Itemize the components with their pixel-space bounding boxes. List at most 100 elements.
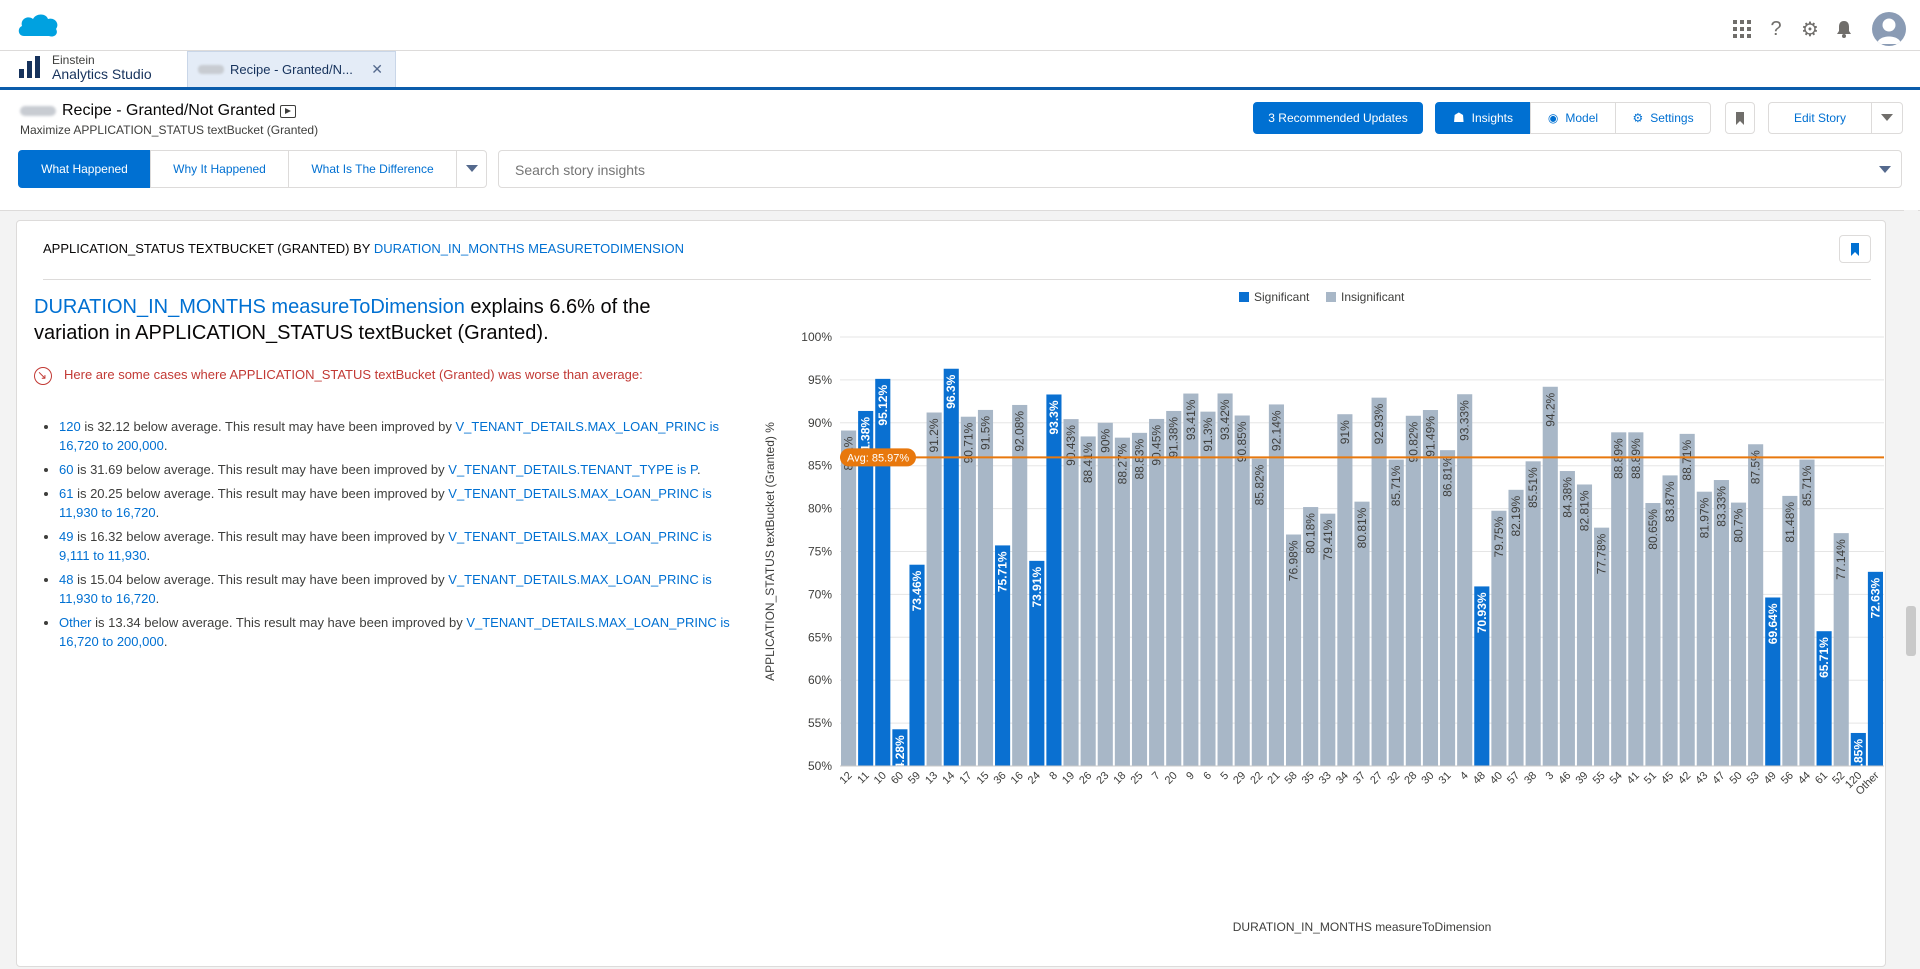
bookmark-insight-button[interactable] [1839,235,1871,263]
x-tick-label: 17 [957,770,974,787]
case-key-link[interactable]: 120 [59,419,81,434]
y-tick-label: 75% [808,545,832,559]
story-insights-search[interactable] [498,150,1902,188]
case-condition-link[interactable]: V_TENANT_DETAILS.MAX_LOAN_PRINC is 9,111… [59,529,712,563]
bar-data-label: 82.81% [1577,490,1591,531]
app-launcher-name[interactable]: Einstein Analytics Studio [18,53,152,81]
play-story-icon[interactable] [280,104,297,118]
list-item: 49 is 16.32 below average. This result m… [59,527,739,565]
chart-bar [1816,631,1832,766]
case-condition-link[interactable]: V_TENANT_DETAILS.MAX_LOAN_PRINC is 11,93… [59,572,712,606]
x-tick-label: 34 [1334,770,1351,787]
chart-bar [909,564,925,766]
chart-bar [1542,386,1558,766]
x-tick-label: 33 [1317,770,1334,787]
bar-data-label: 88.89% [1629,438,1643,479]
case-key-link[interactable]: 60 [59,462,74,477]
page-scrollbar[interactable] [1904,210,1918,969]
insight-headline: DURATION_IN_MONTHS measureToDimension ex… [34,294,714,346]
chart-bar [1012,404,1028,766]
list-item: 60 is 31.69 below average. This result m… [59,460,739,479]
salesforce-logo[interactable] [16,10,60,40]
x-tick-label: 38 [1522,770,1539,787]
case-period: . [697,462,701,477]
search-dropdown-icon[interactable] [1879,166,1891,173]
insights-button[interactable]: ☗ Insights [1435,102,1531,134]
tab-what-happened[interactable]: What Happened [18,150,151,188]
case-condition-link[interactable]: V_TENANT_DETAILS.MAX_LOAN_PRINC is 16,72… [59,615,730,649]
bar-data-label: 85.82% [1252,464,1266,505]
bar-data-label: 77.78% [1595,533,1609,574]
bar-data-label: 92.93% [1372,403,1386,444]
x-tick-label: 13 [923,770,940,787]
help-icon[interactable]: ? [1770,17,1782,40]
scrollbar-thumb[interactable] [1906,606,1916,656]
headline-link[interactable]: DURATION_IN_MONTHS measureToDimension [34,296,465,318]
chart-bar [1080,436,1096,766]
bar-data-label: 53.85% [1851,739,1865,780]
case-key-link[interactable]: 61 [59,486,74,501]
y-tick-label: 85% [808,459,832,473]
recommended-updates-button[interactable]: 3 Recommended Updates [1253,102,1423,134]
model-button[interactable]: ◉ Model [1530,102,1616,134]
apps-grid-icon[interactable] [1730,17,1754,41]
y-tick-label: 55% [808,716,832,730]
more-tabs-button[interactable] [456,150,487,188]
y-tick-label: 95% [808,373,832,387]
bar-data-label: 81.97% [1697,497,1711,538]
close-tab-icon[interactable]: ✕ [371,61,383,77]
chart-bar [1097,422,1113,766]
y-tick-label: 60% [808,673,832,687]
case-condition-link[interactable]: V_TENANT_DETAILS.TENANT_TYPE is P [448,462,698,477]
chart-bar [1491,510,1507,766]
edit-story-menu-button[interactable] [1871,102,1903,134]
bar-data-label: 84.38% [1560,477,1574,518]
bookmark-icon [1736,111,1744,125]
setup-gear-icon[interactable]: ⚙ [1801,18,1819,41]
bar-data-label: 83.33% [1714,486,1728,527]
chart-bar [1063,419,1079,766]
chart-bar [1149,418,1165,766]
case-key-link[interactable]: 48 [59,572,74,587]
x-tick-label: 40 [1488,770,1505,787]
chart-bar [1320,513,1336,766]
y-axis-label: APPLICATION_STATUS textBucket (Granted) … [763,422,777,681]
tab-what-is-the-difference[interactable]: What Is The Difference [288,150,457,188]
tab-recipe-story[interactable]: Recipe - Granted/N... ✕ [187,51,396,87]
story-title: Recipe - Granted/Not Granted [20,102,297,120]
app-name-line1: Einstein [52,53,95,67]
x-tick-label: 39 [1573,770,1590,787]
search-input[interactable] [513,161,1817,179]
chevron-down-icon [1881,114,1893,121]
case-period: . [155,591,160,606]
case-condition-link[interactable]: V_TENANT_DETAILS.MAX_LOAN_PRINC is 11,93… [59,486,712,520]
case-key-link[interactable]: 49 [59,529,74,544]
tab-why-it-happened[interactable]: Why It Happened [150,150,289,188]
x-tick-label: 41 [1625,770,1642,787]
bar-data-label: 92.14% [1269,410,1283,451]
x-tick-label: 9 [1184,770,1197,783]
x-tick-label: 22 [1248,770,1265,787]
case-text: is 32.12 below average. This result may … [80,419,456,434]
chart-bar [1748,444,1764,766]
user-avatar[interactable] [1872,12,1906,46]
notification-bell-icon[interactable] [1832,17,1856,41]
x-tick-label: 6 [1201,770,1214,783]
x-tick-label: 10 [872,770,889,787]
case-key-link[interactable]: Other [59,615,92,630]
bar-data-label: 79.41% [1321,519,1335,560]
bar-data-label: 91.38% [1167,417,1181,458]
card-title-link[interactable]: DURATION_IN_MONTHS MEASURETODIMENSION [373,241,684,256]
chart-bar [1046,394,1062,766]
chart-bar [841,430,857,766]
settings-button[interactable]: ⚙ Settings [1615,102,1711,134]
story-subtitle: Maximize APPLICATION_STATUS textBucket (… [20,123,319,137]
bar-data-label: 93.3% [1047,400,1061,434]
bar-data-label: 65.71% [1817,637,1831,678]
x-tick-label: 19 [1060,770,1077,787]
case-condition-link[interactable]: V_TENANT_DETAILS.MAX_LOAN_PRINC is 16,72… [59,419,719,453]
x-tick-label: 59 [906,770,923,787]
warning-text: Here are some cases where APPLICATION_ST… [64,367,643,382]
edit-story-button[interactable]: Edit Story [1768,102,1872,134]
bookmark-story-button[interactable] [1725,102,1755,134]
